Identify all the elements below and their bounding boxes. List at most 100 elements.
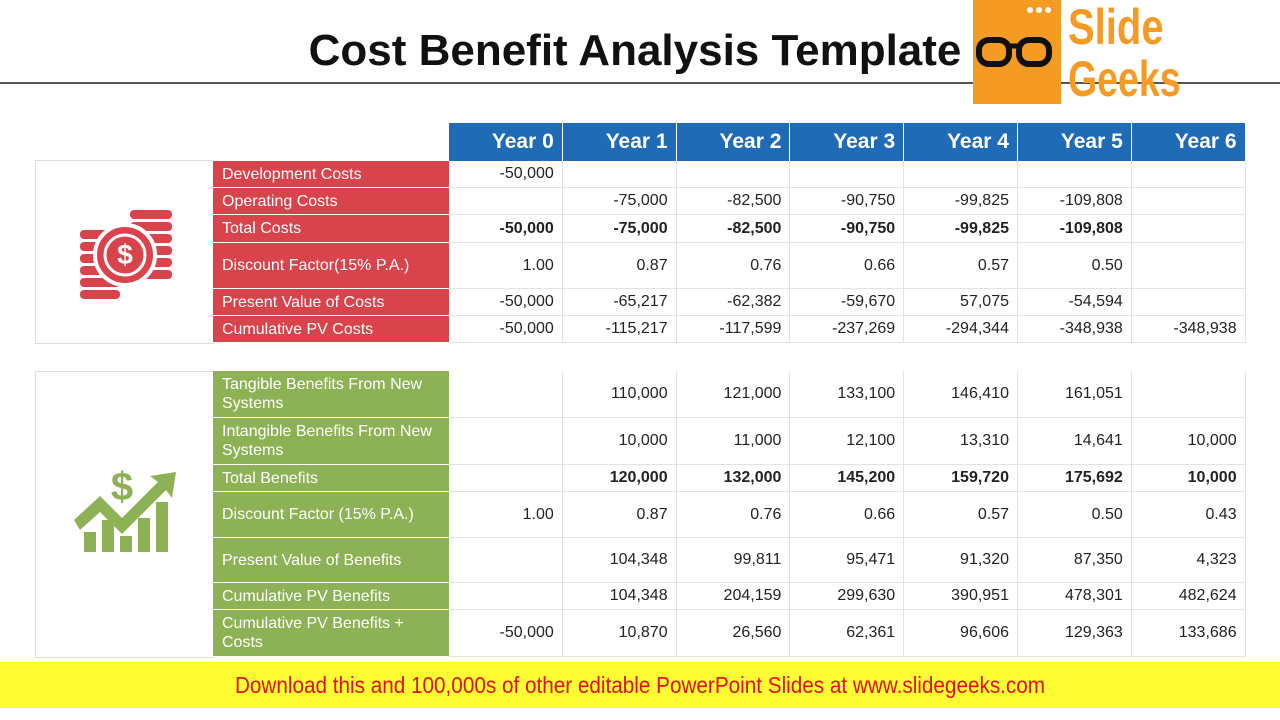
value-cell: [1131, 289, 1246, 316]
logo-glasses: [976, 7, 1052, 67]
row-label: Total Costs: [213, 215, 449, 243]
row-label: Cumulative PV Benefits + Costs: [213, 610, 449, 657]
row-label: Cumulative PV Costs: [213, 316, 449, 343]
row-label: Development Costs: [213, 161, 449, 188]
value-cell: -50,000: [449, 289, 563, 316]
value-cell: [676, 161, 791, 188]
value-cell: -109,808: [1018, 215, 1132, 243]
value-cell: 10,000: [1131, 418, 1246, 465]
svg-text:$: $: [117, 239, 133, 270]
value-cell: -50,000: [449, 161, 563, 188]
logo-text-2: Geeks: [1068, 51, 1181, 107]
value-cell: 104,348: [562, 583, 677, 610]
value-cell: 14,641: [1018, 418, 1132, 465]
value-cell: [449, 583, 563, 610]
value-cell: 132,000: [676, 465, 791, 492]
value-cell: 10,000: [1131, 465, 1246, 492]
value-cell: -75,000: [562, 215, 677, 243]
costs-icon: $: [80, 210, 172, 299]
value-cell: 0.57: [904, 243, 1018, 289]
value-cell: -99,825: [904, 188, 1018, 215]
year-header: Year 0: [449, 123, 563, 161]
value-cell: [790, 161, 905, 188]
value-cell: 0.66: [790, 492, 905, 538]
value-cell: 0.50: [1018, 243, 1132, 289]
value-cell: -50,000: [449, 316, 563, 343]
value-cell: 91,320: [904, 538, 1018, 583]
value-cell: -65,217: [562, 289, 677, 316]
value-cell: -62,382: [676, 289, 791, 316]
value-cell: 161,051: [1018, 371, 1132, 418]
year-header: Year 4: [904, 123, 1018, 161]
svg-text:$: $: [111, 465, 133, 509]
value-cell: 390,951: [904, 583, 1018, 610]
title: Cost Benefit Analysis Template: [308, 26, 962, 75]
value-cell: 133,100: [790, 371, 905, 418]
value-cell: 11,000: [676, 418, 791, 465]
year-header: Year 2: [676, 123, 791, 161]
value-cell: 12,100: [790, 418, 905, 465]
value-cell: -82,500: [676, 188, 791, 215]
value-cell: [1131, 243, 1246, 289]
row-label: Cumulative PV Benefits: [213, 583, 449, 610]
value-cell: 10,870: [562, 610, 677, 657]
value-cell: [449, 465, 563, 492]
value-cell: 0.43: [1131, 492, 1246, 538]
value-cell: 57,075: [904, 289, 1018, 316]
value-cell: 1.00: [449, 492, 563, 538]
value-cell: 0.66: [790, 243, 905, 289]
value-cell: 146,410: [904, 371, 1018, 418]
year-header: Year 3: [790, 123, 905, 161]
value-cell: 0.87: [562, 243, 677, 289]
title-rule: [0, 82, 1280, 84]
value-cell: [1131, 188, 1246, 215]
value-cell: -50,000: [449, 610, 563, 657]
value-cell: 104,348: [562, 538, 677, 583]
value-cell: -82,500: [676, 215, 791, 243]
value-cell: -109,808: [1018, 188, 1132, 215]
value-cell: 10,000: [562, 418, 677, 465]
value-cell: -99,825: [904, 215, 1018, 243]
value-cell: 175,692: [1018, 465, 1132, 492]
value-cell: 121,000: [676, 371, 791, 418]
value-cell: [1131, 215, 1246, 243]
row-label: Total Benefits: [213, 465, 449, 492]
value-cell: 478,301: [1018, 583, 1132, 610]
banner-text: Download this and 100,000s of other edit…: [234, 672, 1046, 698]
value-cell: 62,361: [790, 610, 905, 657]
year-header: Year 6: [1131, 123, 1246, 161]
value-cell: [904, 161, 1018, 188]
value-cell: -115,217: [562, 316, 677, 343]
row-label: Tangible Benefits From New Systems: [213, 371, 449, 418]
value-cell: [562, 161, 677, 188]
value-cell: -54,594: [1018, 289, 1132, 316]
value-cell: [1018, 161, 1132, 188]
row-label: Intangible Benefits From New Systems: [213, 418, 449, 465]
value-cell: 96,606: [904, 610, 1018, 657]
value-cell: 0.76: [676, 492, 791, 538]
value-cell: -348,938: [1018, 316, 1132, 343]
row-label: Discount Factor(15% P.A.): [213, 243, 449, 289]
value-cell: 0.57: [904, 492, 1018, 538]
value-cell: [1131, 161, 1246, 188]
value-cell: [449, 188, 563, 215]
value-cell: [449, 371, 563, 418]
value-cell: 87,350: [1018, 538, 1132, 583]
value-cell: 299,630: [790, 583, 905, 610]
row-label: Present Value of Costs: [213, 289, 449, 316]
value-cell: 95,471: [790, 538, 905, 583]
value-cell: -237,269: [790, 316, 905, 343]
value-cell: -348,938: [1131, 316, 1246, 343]
year-header: Year 5: [1018, 123, 1132, 161]
value-cell: 13,310: [904, 418, 1018, 465]
value-cell: 1.00: [449, 243, 563, 289]
value-cell: 145,200: [790, 465, 905, 492]
value-cell: 120,000: [562, 465, 677, 492]
value-cell: [449, 538, 563, 583]
value-cell: 0.76: [676, 243, 791, 289]
value-cell: 133,686: [1131, 610, 1246, 657]
value-cell: 0.50: [1018, 492, 1132, 538]
year-header: Year 1: [562, 123, 677, 161]
value-cell: 0.87: [562, 492, 677, 538]
